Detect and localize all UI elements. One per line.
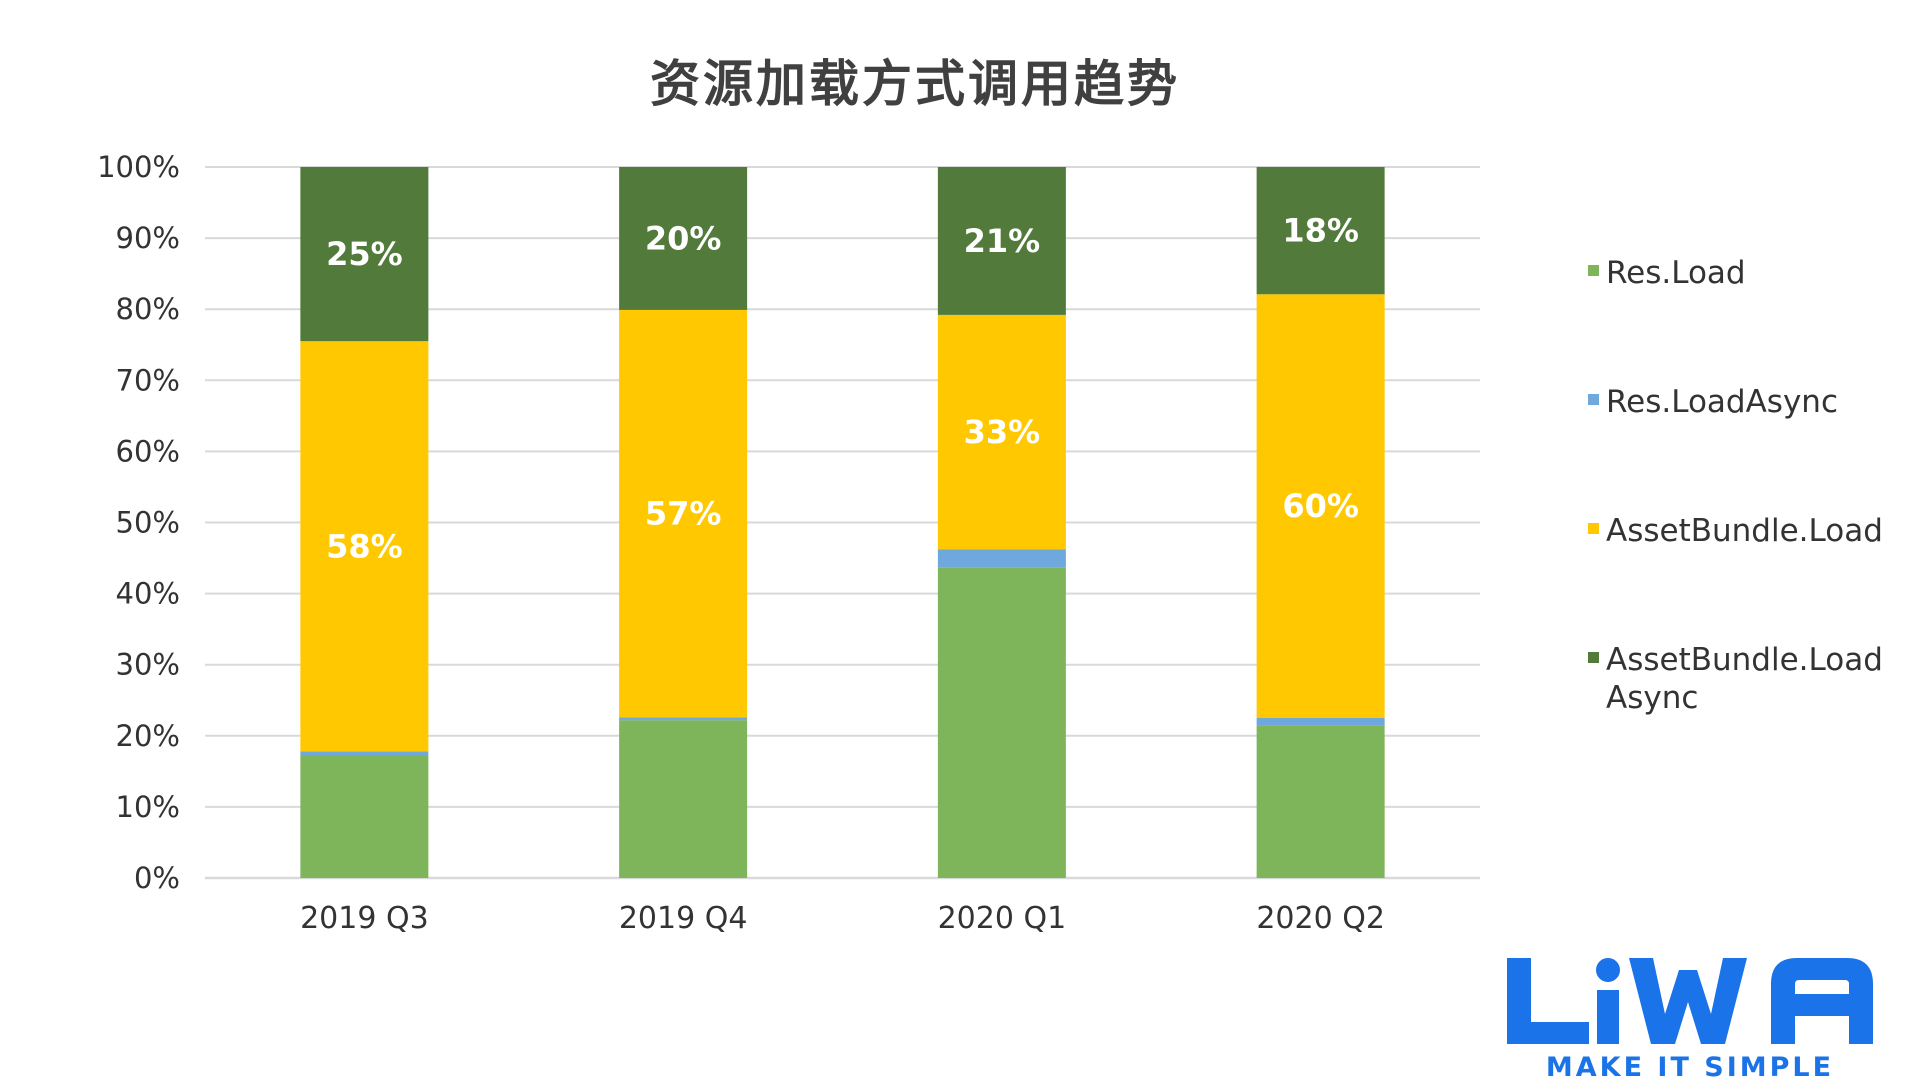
x-tick-label: 2020 Q2 — [1256, 901, 1385, 936]
bar-segment — [619, 167, 748, 310]
legend-label: Res.LoadAsync — [1606, 384, 1838, 420]
x-tick-label: 2019 Q3 — [300, 901, 429, 936]
data-label: 20% — [645, 219, 722, 257]
bar-segment — [937, 314, 1066, 550]
data-label: 25% — [326, 235, 403, 273]
bar-segment — [1256, 294, 1385, 719]
legend-swatch — [1588, 265, 1599, 276]
data-label: 60% — [1282, 487, 1359, 525]
x-tick-label: 2020 Q1 — [938, 901, 1067, 936]
chart-title: 资源加载方式调用趋势 — [650, 55, 1180, 113]
bar-segment — [300, 754, 429, 878]
bar-segment — [1256, 167, 1385, 295]
liwa-logo: MAKE IT SIMPLE — [1505, 950, 1875, 1085]
data-label: 57% — [645, 495, 722, 533]
y-axis-ticks: 0% 10% 20% 30% 40% 50% 60% 70% 80% 90% 100% — [97, 150, 180, 895]
y-tick-label: 40% — [116, 577, 180, 611]
bar-segment — [937, 567, 1066, 878]
y-tick-label: 90% — [116, 221, 180, 255]
legend: Res.Load Res.LoadAsync AssetBundle.Load Ass… — [1588, 255, 1883, 716]
y-tick-label: 80% — [116, 292, 180, 326]
bar-segment — [300, 341, 429, 752]
bar-segment — [619, 720, 748, 878]
bar-segment — [300, 751, 429, 755]
data-label: 18% — [1282, 212, 1359, 250]
y-tick-label: 30% — [116, 648, 180, 682]
y-tick-label: 0% — [134, 861, 180, 895]
bar-segment — [1256, 725, 1385, 878]
legend-label: AssetBundle.Load — [1606, 513, 1883, 549]
legend-label: AssetBundle.Load — [1606, 642, 1883, 678]
legend-swatch — [1588, 394, 1599, 405]
bars — [300, 167, 1385, 878]
bar-segment — [619, 309, 748, 718]
y-tick-label: 100% — [97, 150, 180, 184]
data-label: 21% — [964, 222, 1041, 260]
y-tick-label: 50% — [116, 506, 180, 540]
bar-segment — [937, 167, 1066, 315]
bar-segment — [937, 549, 1066, 568]
y-tick-label: 60% — [116, 434, 180, 468]
x-axis-ticks: 2019 Q3 2019 Q4 2020 Q1 2020 Q2 — [300, 901, 1385, 936]
bar-segment — [619, 717, 748, 721]
data-label: 33% — [964, 413, 1041, 451]
data-label: 58% — [326, 527, 403, 565]
bar-segment — [300, 167, 429, 342]
logo-tagline: MAKE IT SIMPLE — [1545, 1052, 1835, 1083]
data-labels: 58% 25% 57% 20% 33% 21% 60% 18% — [326, 212, 1359, 566]
x-tick-label: 2019 Q4 — [619, 901, 748, 936]
legend-swatch — [1588, 523, 1599, 534]
y-tick-label: 10% — [116, 790, 180, 824]
y-tick-label: 70% — [116, 363, 180, 397]
legend-swatch — [1588, 652, 1599, 663]
legend-label: Res.Load — [1606, 255, 1746, 291]
bar-segment — [1256, 718, 1385, 726]
y-tick-label: 20% — [116, 719, 180, 753]
liwa-wordmark — [1507, 958, 1873, 1044]
legend-label: Async — [1606, 680, 1698, 716]
